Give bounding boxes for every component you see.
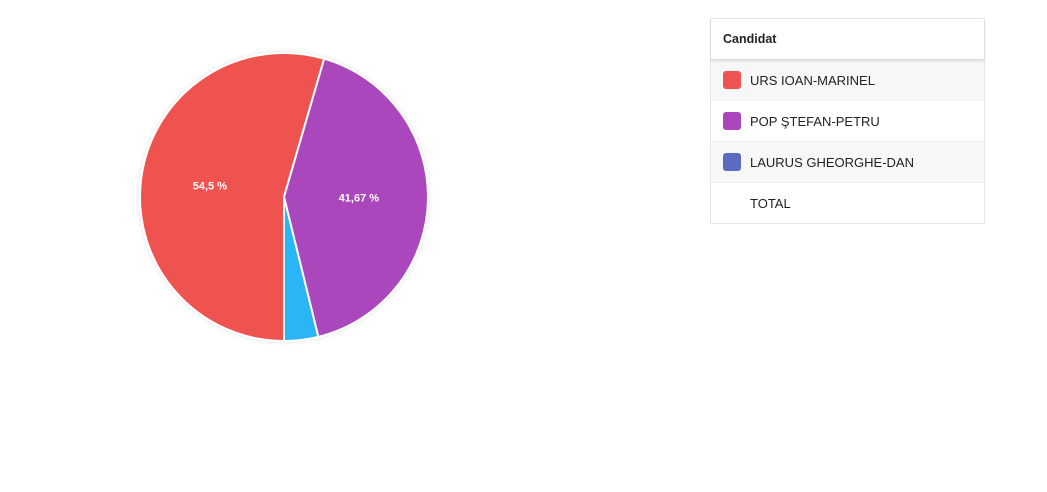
legend-row: URS IOAN-MARINEL — [711, 59, 984, 100]
legend-label: POP ŞTEFAN-PETRU — [750, 113, 880, 129]
legend-swatch — [723, 71, 741, 89]
legend-row: TOTAL — [711, 182, 984, 223]
legend-row: POP ŞTEFAN-PETRU — [711, 100, 984, 141]
pie — [139, 52, 429, 343]
pie-slice — [283, 196, 320, 343]
pie-slice — [139, 52, 326, 343]
value-label: 54,5 % — [193, 180, 227, 192]
legend-swatch — [723, 112, 741, 130]
value-label: 41,67 % — [339, 192, 380, 204]
legend-table: Candidat URS IOAN-MARINEL POP ŞTEFAN-PETR… — [710, 18, 985, 224]
legend-row: LAURUS GHEORGHE-DAN — [711, 141, 984, 182]
pie-slice — [282, 57, 429, 339]
total-label: TOTAL — [750, 195, 791, 211]
legend-label: URS IOAN-MARINEL — [750, 72, 875, 88]
legend-label: LAURUS GHEORGHE-DAN — [750, 154, 914, 170]
legend-swatch — [723, 153, 741, 171]
legend-title: Candidat — [711, 19, 984, 59]
